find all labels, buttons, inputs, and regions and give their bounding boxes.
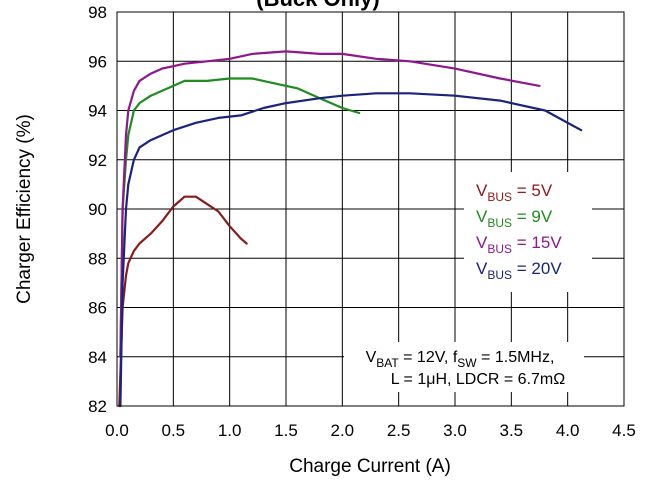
x-tick-label: 3.5 bbox=[500, 421, 524, 440]
y-tick-labels: 82 84 86 88 90 92 94 96 98 bbox=[88, 3, 107, 416]
x-tick-label: 2.5 bbox=[387, 421, 411, 440]
annotation-line-2: L = 1μH, LDCR = 6.7mΩ bbox=[391, 371, 565, 388]
x-tick-labels: 0.0 0.5 1.0 1.5 2.0 2.5 3.0 3.5 4.0 4.5 bbox=[105, 421, 636, 440]
series-line-2 bbox=[119, 50, 541, 358]
x-axis-label: Charge Current (A) bbox=[289, 456, 451, 477]
annotation-background bbox=[344, 342, 584, 392]
x-tick-label: 2.0 bbox=[331, 421, 355, 440]
annotation: VBAT = 12V, fSW = 1.5MHz, L = 1μH, LDCR … bbox=[344, 342, 584, 392]
legend-entry-0: VBUS = 5V bbox=[476, 181, 553, 204]
x-tick-label: 1.5 bbox=[274, 421, 298, 440]
legend-entry-2: VBUS = 15V bbox=[476, 233, 562, 256]
y-tick-label: 94 bbox=[88, 102, 107, 121]
series-line-1 bbox=[119, 77, 361, 358]
legend-entry-1: VBUS = 9V bbox=[476, 207, 553, 230]
legend-entry-3: VBUS = 20V bbox=[476, 259, 562, 282]
annotation-line-1: VBAT = 12V, fSW = 1.5MHz, bbox=[366, 349, 555, 370]
chart-title: (Buck Only) bbox=[256, 0, 379, 11]
series-line-0 bbox=[118, 195, 248, 408]
y-tick-label: 88 bbox=[88, 249, 107, 268]
x-tick-label: 4.0 bbox=[556, 421, 580, 440]
series-line-3 bbox=[119, 92, 583, 408]
y-tick-label: 92 bbox=[88, 151, 107, 170]
plot-frame bbox=[116, 11, 625, 407]
y-axis-label: Charger Efficiency (%) bbox=[14, 114, 35, 304]
x-tick-label: 3.0 bbox=[443, 421, 467, 440]
y-tick-label: 98 bbox=[88, 3, 107, 22]
y-tick-label: 86 bbox=[88, 299, 107, 318]
y-tick-label: 96 bbox=[88, 52, 107, 71]
y-tick-label: 90 bbox=[88, 200, 107, 219]
series-lines bbox=[118, 50, 583, 408]
x-tick-label: 4.5 bbox=[612, 421, 636, 440]
x-tick-label: 0.5 bbox=[162, 421, 186, 440]
x-tick-label: 1.0 bbox=[218, 421, 242, 440]
y-tick-label: 82 bbox=[88, 397, 107, 416]
x-tick-label: 0.0 bbox=[105, 421, 129, 440]
legend: VBUS = 5V VBUS = 9V VBUS = 15V VBUS = 20V bbox=[464, 172, 592, 292]
legend-background bbox=[464, 172, 592, 292]
y-tick-label: 84 bbox=[88, 348, 107, 367]
